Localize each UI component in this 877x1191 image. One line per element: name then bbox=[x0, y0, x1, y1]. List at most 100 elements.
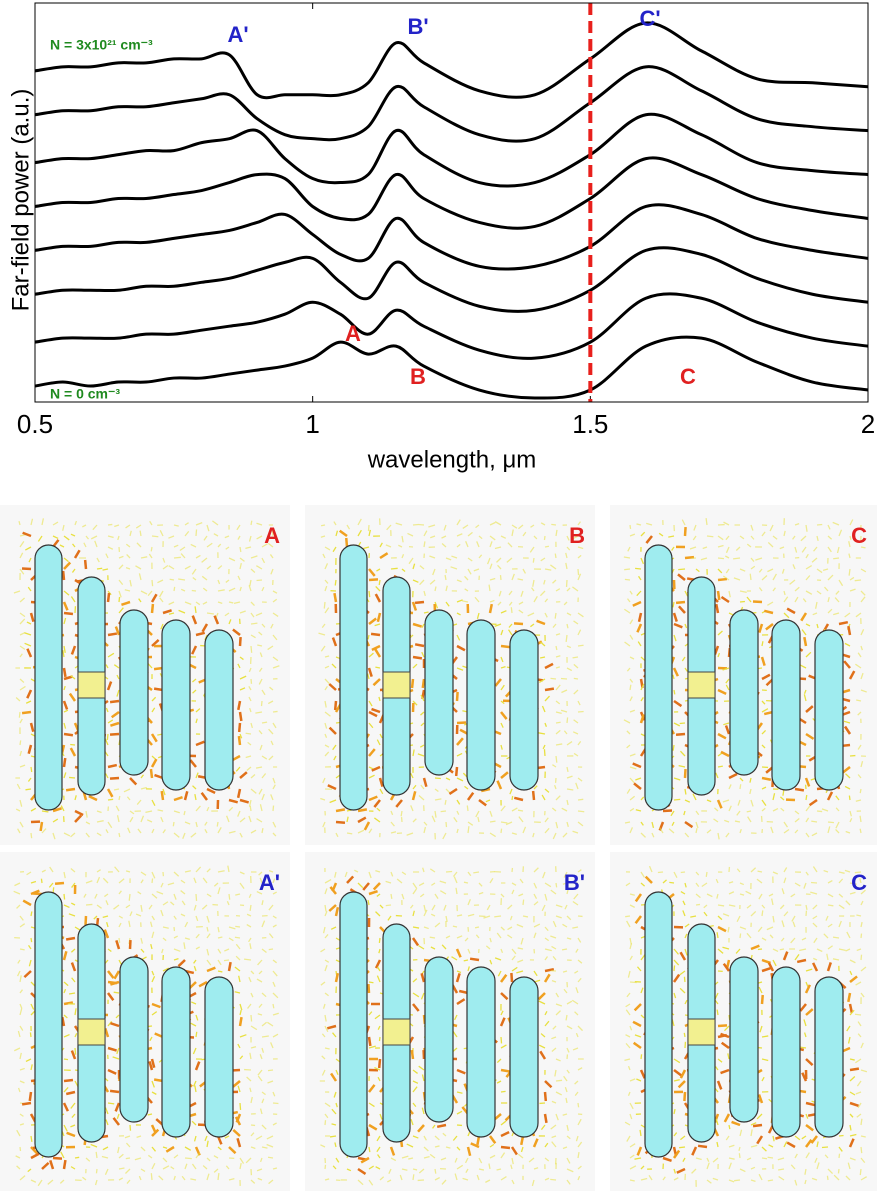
panel-label: B' bbox=[564, 870, 585, 895]
field-arrow bbox=[41, 879, 42, 883]
field-arrow bbox=[523, 916, 528, 917]
field-arrow bbox=[246, 733, 251, 734]
field-arrow bbox=[334, 593, 336, 602]
field-arrow bbox=[684, 977, 685, 982]
nanorod bbox=[120, 957, 148, 1122]
field-arrow bbox=[30, 1092, 31, 1101]
field-arrow bbox=[473, 872, 479, 873]
field-arrow bbox=[347, 833, 352, 834]
field-arrow bbox=[268, 1157, 273, 1158]
field-arrow bbox=[795, 789, 804, 790]
field-arrow bbox=[518, 810, 523, 811]
field-arrow bbox=[718, 766, 723, 767]
field-map: A' bbox=[0, 852, 290, 1191]
field-arrow bbox=[768, 1180, 773, 1181]
field-arrow bbox=[64, 1059, 68, 1060]
chart: Far-field power (a.u.) wavelength, μm 0.… bbox=[0, 0, 877, 478]
field-arrow bbox=[240, 547, 241, 552]
field-arrow bbox=[494, 916, 501, 917]
field-arrow bbox=[811, 821, 817, 822]
field-arrow bbox=[848, 626, 850, 635]
field-arrow bbox=[108, 524, 112, 525]
field-arrow bbox=[325, 1165, 326, 1169]
nanorod bbox=[730, 610, 758, 775]
field-arrow bbox=[441, 811, 446, 812]
field-arrow bbox=[839, 622, 848, 624]
field-arrow bbox=[64, 613, 73, 614]
field-arrow bbox=[250, 905, 251, 911]
field-arrow bbox=[501, 1091, 506, 1092]
field-arrow bbox=[861, 955, 862, 960]
field-arrow bbox=[467, 805, 468, 811]
field-arrow bbox=[511, 973, 512, 982]
field-arrow bbox=[369, 591, 370, 597]
field-arrow bbox=[86, 904, 92, 905]
field-arrow bbox=[174, 557, 181, 558]
field-arrow bbox=[556, 756, 557, 763]
field-arrow bbox=[415, 602, 424, 603]
field-arrow bbox=[838, 1169, 839, 1173]
field-arrow bbox=[335, 701, 336, 710]
field-arrow bbox=[379, 580, 380, 585]
field-arrow bbox=[335, 580, 336, 586]
field-arrow bbox=[107, 734, 108, 740]
nanorod bbox=[340, 545, 367, 810]
x-tick-label: 1.5 bbox=[572, 409, 608, 439]
field-arrow bbox=[379, 938, 380, 943]
field-arrow bbox=[762, 1158, 767, 1159]
field-arrow bbox=[244, 959, 251, 960]
field-arrow bbox=[114, 992, 119, 993]
field-arrow bbox=[758, 871, 762, 872]
field-arrow bbox=[69, 777, 75, 778]
field-arrow bbox=[22, 1103, 31, 1104]
field-arrow bbox=[235, 937, 240, 938]
field-arrow bbox=[740, 934, 741, 938]
field-arrow bbox=[860, 829, 861, 833]
field-arrow bbox=[97, 568, 102, 569]
field-arrow bbox=[66, 789, 75, 790]
field-arrow bbox=[20, 949, 25, 950]
field-arrow bbox=[678, 569, 685, 570]
field-arrow bbox=[514, 623, 523, 624]
field-arrow bbox=[413, 657, 422, 658]
field-arrow bbox=[195, 606, 196, 613]
field-arrow bbox=[336, 809, 345, 811]
field-arrow bbox=[762, 910, 763, 916]
field-arrow bbox=[31, 911, 32, 916]
field-arrow bbox=[679, 1147, 685, 1148]
field-arrow bbox=[369, 982, 373, 983]
field-arrow bbox=[152, 604, 153, 613]
field-arrow bbox=[544, 536, 545, 540]
field-arrow bbox=[490, 604, 492, 613]
field-arrow bbox=[75, 1048, 76, 1055]
field-arrow bbox=[251, 646, 252, 653]
field-arrow bbox=[273, 1004, 274, 1008]
nanorod bbox=[467, 967, 495, 1137]
field-arrow bbox=[20, 740, 21, 745]
field-arrow bbox=[718, 905, 724, 906]
nanorod bbox=[162, 967, 190, 1137]
field-arrow bbox=[257, 580, 262, 581]
field-arrow bbox=[218, 971, 222, 972]
field-arrow bbox=[735, 821, 740, 822]
x-tick-label: 0.5 bbox=[17, 409, 53, 439]
nanorod bbox=[730, 957, 758, 1122]
field-arrow bbox=[718, 558, 724, 559]
field-arrow bbox=[551, 678, 556, 679]
field-arrow bbox=[110, 778, 119, 779]
nanorod bbox=[645, 892, 672, 1157]
field-map: C bbox=[610, 852, 877, 1191]
field-arrow bbox=[336, 822, 345, 823]
field-arrow bbox=[848, 993, 850, 1002]
field-arrow bbox=[717, 1010, 718, 1015]
field-arrow bbox=[185, 1158, 192, 1159]
field-arrow bbox=[96, 1169, 97, 1173]
field-arrow bbox=[251, 521, 252, 525]
field-arrow bbox=[556, 646, 557, 650]
field-arrow bbox=[762, 778, 771, 780]
field-arrow bbox=[325, 1120, 326, 1125]
field-arrow bbox=[375, 667, 380, 668]
field-arrow bbox=[827, 1176, 828, 1180]
field-arrow bbox=[151, 1173, 152, 1180]
